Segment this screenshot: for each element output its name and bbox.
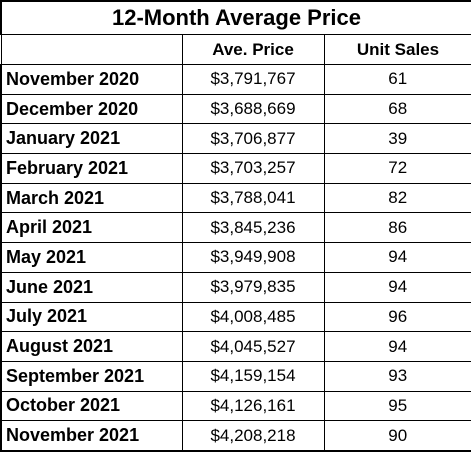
- units-cell: 72: [323, 153, 471, 184]
- units-cell: 96: [323, 301, 471, 333]
- month-cell: February 2021: [0, 153, 183, 184]
- table-row: August 2021 $4,045,527 94: [0, 331, 471, 362]
- units-cell: 39: [323, 123, 471, 155]
- units-cell: 94: [323, 271, 471, 303]
- price-cell: $4,126,161: [181, 390, 325, 422]
- units-cell: 82: [323, 182, 471, 214]
- price-cell: $3,979,835: [181, 271, 325, 303]
- price-cell: $3,688,669: [181, 93, 325, 125]
- month-cell: April 2021: [0, 212, 183, 244]
- table-row: December 2020 $3,688,669 68: [0, 93, 471, 125]
- header-row: Ave. Price Unit Sales: [0, 34, 471, 65]
- month-cell: January 2021: [0, 123, 183, 155]
- price-cell: $4,159,154: [181, 360, 325, 392]
- month-cell: August 2021: [0, 331, 183, 362]
- month-cell: October 2021: [0, 390, 183, 422]
- table-row: February 2021 $3,703,257 72: [0, 153, 471, 184]
- price-cell: $3,706,877: [181, 123, 325, 155]
- month-cell: May 2021: [0, 242, 183, 273]
- price-cell: $4,045,527: [181, 331, 325, 362]
- month-cell: November 2021: [0, 420, 183, 452]
- units-cell: 68: [323, 93, 471, 125]
- table-row: November 2021 $4,208,218 90: [0, 420, 471, 452]
- table-title: 12-Month Average Price: [0, 0, 471, 35]
- price-cell: $3,788,041: [181, 182, 325, 214]
- price-cell: $3,791,767: [181, 64, 325, 95]
- month-cell: July 2021: [0, 301, 183, 333]
- units-cell: 94: [323, 331, 471, 362]
- table-row: November 2020 $3,791,767 61: [0, 64, 471, 95]
- price-cell: $4,208,218: [181, 420, 325, 452]
- month-cell: September 2021: [0, 360, 183, 392]
- table-row: September 2021 $4,159,154 93: [0, 360, 471, 392]
- table-row: July 2021 $4,008,485 96: [0, 301, 471, 333]
- column-header-month: [0, 34, 183, 65]
- table-row: May 2021 $3,949,908 94: [0, 242, 471, 273]
- month-cell: March 2021: [0, 182, 183, 214]
- units-cell: 86: [323, 212, 471, 244]
- table-body: November 2020 $3,791,767 61 December 2020 $3…: [0, 64, 471, 452]
- table-row: April 2021 $3,845,236 86: [0, 212, 471, 244]
- column-header-price: Ave. Price: [181, 34, 325, 65]
- month-cell: June 2021: [0, 271, 183, 303]
- units-cell: 93: [323, 360, 471, 392]
- units-cell: 95: [323, 390, 471, 422]
- price-cell: $4,008,485: [181, 301, 325, 333]
- units-cell: 90: [323, 420, 471, 452]
- table-row: June 2021 $3,979,835 94: [0, 271, 471, 303]
- units-cell: 61: [323, 64, 471, 95]
- price-cell: $3,845,236: [181, 212, 325, 244]
- table-row: March 2021 $3,788,041 82: [0, 182, 471, 214]
- title-row: 12-Month Average Price: [0, 0, 471, 35]
- column-header-units: Unit Sales: [323, 34, 471, 65]
- price-cell: $3,949,908: [181, 242, 325, 273]
- table-row: January 2021 $3,706,877 39: [0, 123, 471, 155]
- units-cell: 94: [323, 242, 471, 273]
- month-cell: December 2020: [0, 93, 183, 125]
- table-row: October 2021 $4,126,161 95: [0, 390, 471, 422]
- price-cell: $3,703,257: [181, 153, 325, 184]
- month-cell: November 2020: [0, 64, 183, 95]
